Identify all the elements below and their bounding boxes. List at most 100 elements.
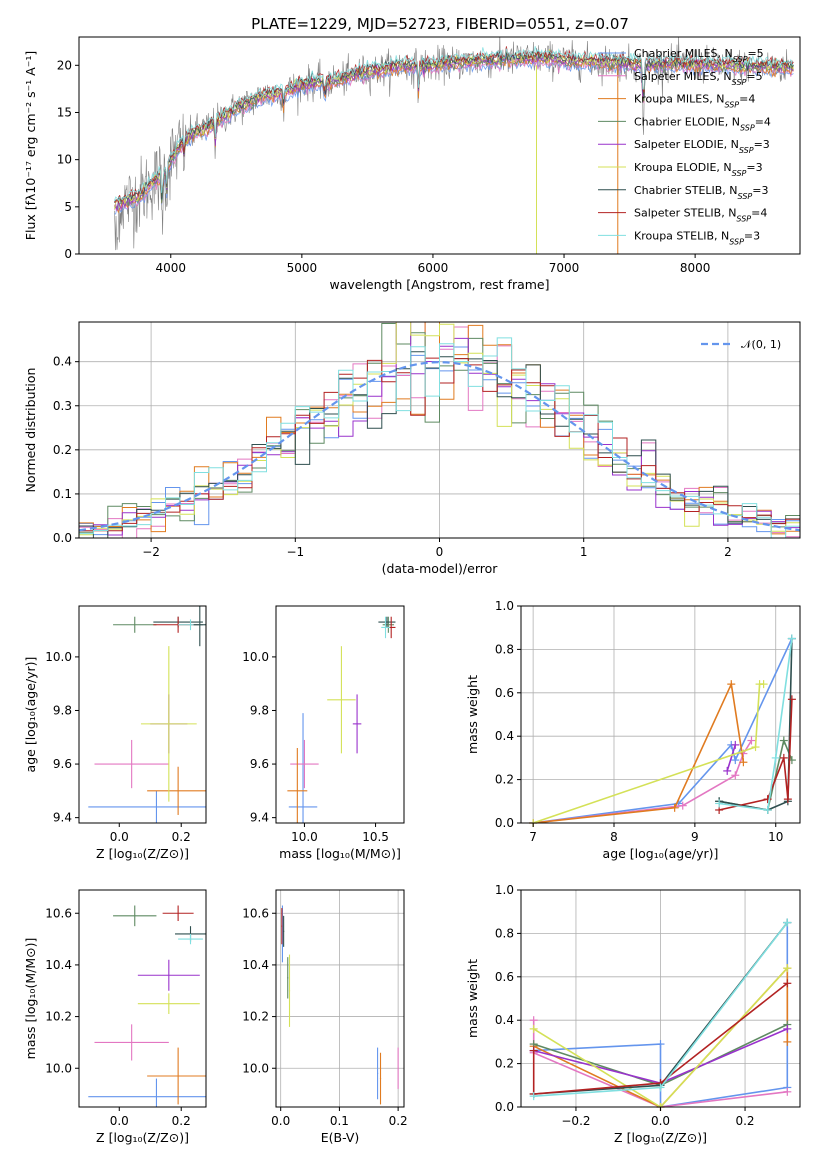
errorbar-point-0 <box>288 713 318 823</box>
x-axis-label: wavelength [Angstrom, rest frame] <box>329 277 549 292</box>
legend-entry-value: =4 <box>751 207 767 220</box>
x-tick-label-0: 0.0 <box>271 1114 290 1128</box>
y-axis-label: mass weight <box>465 959 480 1038</box>
y-tick-label-1: 10.2 <box>45 1010 72 1024</box>
errorbar-point-1 <box>290 739 319 789</box>
legend-entry-name: Salpeter STELIB, N <box>634 207 736 220</box>
x-tick-label-1: 0.2 <box>172 1114 191 1128</box>
y-tick-label-2: 10 <box>57 153 72 167</box>
errorbar-point-5 <box>140 646 197 802</box>
y-tick-label-2: 0.2 <box>53 443 72 457</box>
y-tick-label-0: 0.0 <box>495 1100 514 1114</box>
y-tick-label-0: 0 <box>64 247 72 261</box>
legend-entry-name: Chabrier MILES, N <box>634 47 733 60</box>
residuals-legend: 𝒩(0, 1) <box>701 338 781 351</box>
y-tick-label-5: 1.0 <box>495 883 514 897</box>
y-tick-label-0: 0.0 <box>495 816 514 830</box>
y-tick-label-5: 1.0 <box>495 599 514 613</box>
legend-entry-subscript: SSP <box>738 191 753 200</box>
normal-reference-curve <box>78 360 801 532</box>
mass-weight-line-5 <box>532 683 764 823</box>
y-axis-label: mass weight <box>465 675 480 754</box>
mass-weight-marker-7-3 <box>783 979 792 988</box>
mass-weight-vs-Z-panel: −0.2 0.0 0.2 0.0 0.2 0.4 0.6 0.8 1.0 Z [log₁₀(Z/Z… <box>465 883 801 1145</box>
legend-entry-subscript: SSP <box>732 77 747 86</box>
errorbar-point-4 <box>352 694 362 754</box>
mass-weight-marker-3-2 <box>779 736 788 745</box>
x-tick-label-3: 1 <box>580 545 588 559</box>
mass-weight-vs-age-panel: 7 8 9 10 0.0 0.2 0.4 0.6 0.8 1.0 age [log₁₀(age/yr… <box>465 599 801 861</box>
y-tick-label-3: 10.0 <box>45 650 72 664</box>
legend-entry-subscript: SSP <box>733 55 748 64</box>
errorbar-point-3 <box>382 616 395 633</box>
mass-weight-line-0 <box>532 638 793 823</box>
mass-weight-marker-1-1 <box>678 801 687 810</box>
legend-entry-5: Kroupa ELODIE, NSSP=3 <box>634 161 763 178</box>
x-tick-label-1: −1 <box>286 545 304 559</box>
errorbar-point-2 <box>147 766 206 815</box>
y-tick-label-3: 0.3 <box>53 399 72 413</box>
errorbar-point-2 <box>283 915 285 947</box>
y-tick-label-3: 0.6 <box>495 970 514 984</box>
legend-entry-0: Chabrier MILES, NSSP=5 <box>634 47 764 64</box>
y-tick-label-2: 9.8 <box>250 703 269 717</box>
y-tick-label-1: 0.2 <box>495 773 514 787</box>
x-axis-label: (data-model)/error <box>382 561 499 576</box>
x-axis-label: Z [log₁₀(Z/Z⊙)] <box>96 846 189 861</box>
x-tick-label-0: −0.2 <box>561 1114 590 1128</box>
age-vs-mass-panel: 10.0 10.5 9.4 9.6 9.8 10.0 mass [log₁₀(M/M⊙)] <box>242 605 405 861</box>
legend-entry-name: Salpeter MILES, N <box>634 70 732 83</box>
legend-entry-name: Chabrier STELIB, N <box>634 184 738 197</box>
x-axis-label: E(B-V) <box>321 1130 360 1145</box>
y-tick-label-3: 10.6 <box>45 906 72 920</box>
spectrum-model-line-8 <box>114 46 794 202</box>
legend-entry-name: Kroupa MILES, N <box>634 93 724 106</box>
errorbar-point-1 <box>281 908 283 945</box>
histogram-step-5 <box>79 322 800 536</box>
legend-entry-4: Salpeter ELODIE, NSSP=3 <box>634 138 770 155</box>
y-tick-label-2: 10.4 <box>242 958 269 972</box>
errorbar-point-0 <box>88 1078 206 1107</box>
errorbar-point-5 <box>376 1047 379 1100</box>
legend-entry-name: Kroupa ELODIE, N <box>634 161 732 174</box>
mass-weight-line-2 <box>533 681 745 823</box>
mass-weight-marker-4-1 <box>731 740 740 749</box>
x-tick-label-2: 0.2 <box>735 1114 754 1128</box>
x-tick-label-1: 10.5 <box>362 830 389 844</box>
x-tick-label-0: 4000 <box>155 261 186 275</box>
y-tick-label-0: 0.0 <box>53 531 72 545</box>
legend-entry-name: Chabrier ELODIE, N <box>634 115 740 128</box>
x-tick-label-3: 7000 <box>549 261 580 275</box>
x-tick-label-1: 0.2 <box>172 830 191 844</box>
legend-entry-subscript: SSP <box>724 100 739 109</box>
mass-weight-line-7 <box>532 982 788 1095</box>
mass-weight-marker-5-0 <box>529 1024 538 1033</box>
axes-frame <box>275 605 405 824</box>
legend-entry-8: Kroupa STELIB, NSSP=3 <box>634 229 760 246</box>
y-tick-label-4: 20 <box>57 58 72 72</box>
y-tick-label-4: 0.4 <box>53 355 72 369</box>
mass-weight-marker-0-1 <box>656 1040 665 1049</box>
legend-entry-2: Kroupa MILES, NSSP=4 <box>634 93 755 110</box>
errorbar-point-8 <box>178 933 203 945</box>
legend-entry-subscript: SSP <box>740 123 755 132</box>
y-tick-label-0: 9.4 <box>53 811 72 825</box>
x-tick-label-3: 10 <box>768 830 783 844</box>
y-axis-label: Normed distribution <box>23 368 38 493</box>
mass-weight-marker-7-2 <box>779 753 788 762</box>
mass-vs-Z-panel: 0.0 0.2 10.0 10.2 10.4 10.6 Z [log₁₀(Z/Z⊙)] mas… <box>23 889 207 1145</box>
y-tick-label-1: 0.1 <box>53 487 72 501</box>
legend-entry-value: =3 <box>752 184 768 197</box>
legend-entry-subscript: SSP <box>736 214 751 223</box>
x-tick-label-2: 6000 <box>418 261 449 275</box>
y-tick-label-1: 10.2 <box>242 1010 269 1024</box>
legend-entry-value: =3 <box>746 161 762 174</box>
errorbar-point-5 <box>137 993 200 1014</box>
legend-entry-7: Salpeter STELIB, NSSP=4 <box>634 207 767 224</box>
residuals-panel: 𝒩(0, 1) −2 −1 0 1 2 0.0 0.1 0.2 0.3 0.4 (data-model… <box>23 321 801 576</box>
mass-weight-marker-2-3 <box>783 1037 792 1046</box>
age-vs-Z-panel: 0.0 0.2 9.4 9.6 9.8 10.0 Z [log₁₀(Z/Z⊙)] age [l… <box>23 605 207 861</box>
x-tick-label-2: 0 <box>436 545 444 559</box>
